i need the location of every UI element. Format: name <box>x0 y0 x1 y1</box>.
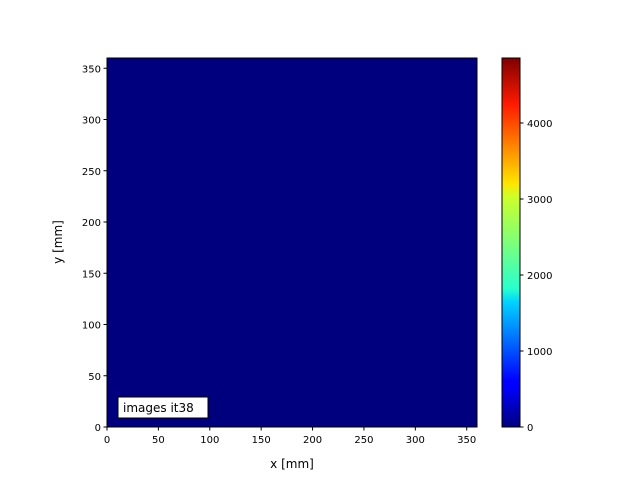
colorbar-axis: 0 1000 2000 3000 4000 <box>520 119 552 434</box>
colorbar-tick-label: 2000 <box>527 271 552 282</box>
y-tick-label: 300 <box>82 116 101 127</box>
y-tick-label: 0 <box>95 423 101 434</box>
y-tick-label: 50 <box>88 372 101 383</box>
x-tick-label: 100 <box>200 435 219 446</box>
x-tick-label: 300 <box>406 435 425 446</box>
y-tick-label: 150 <box>82 269 101 280</box>
plot-frame <box>106 57 478 428</box>
colorbar-tick-label: 0 <box>527 423 533 434</box>
x-tick-label: 50 <box>152 435 165 446</box>
x-tick-label: 0 <box>104 435 110 446</box>
y-tick-label: 350 <box>82 64 101 75</box>
x-axis-label: x [mm] <box>270 457 314 471</box>
y-tick-label: 250 <box>82 167 101 178</box>
y-axis: 0 50 100 150 200 250 300 350 <box>82 64 107 434</box>
annotation-text: images it38 <box>123 401 194 415</box>
y-tick-label: 200 <box>82 218 101 229</box>
x-tick-label: 350 <box>457 435 476 446</box>
colorbar-tick-label: 3000 <box>527 195 552 206</box>
y-axis-label: y [mm] <box>51 220 65 264</box>
colorbar-tick-label: 4000 <box>527 119 552 130</box>
y-tick-label: 100 <box>82 321 101 332</box>
x-tick-label: 200 <box>303 435 322 446</box>
x-tick-label: 150 <box>252 435 271 446</box>
heatmap-image <box>107 58 477 427</box>
annotation-box: images it38 <box>117 396 209 419</box>
x-tick-label: 250 <box>354 435 373 446</box>
x-axis: 0 50 100 150 200 250 300 350 <box>104 427 476 446</box>
colorbar-tick-label: 1000 <box>527 347 552 358</box>
colorbar <box>501 57 521 428</box>
